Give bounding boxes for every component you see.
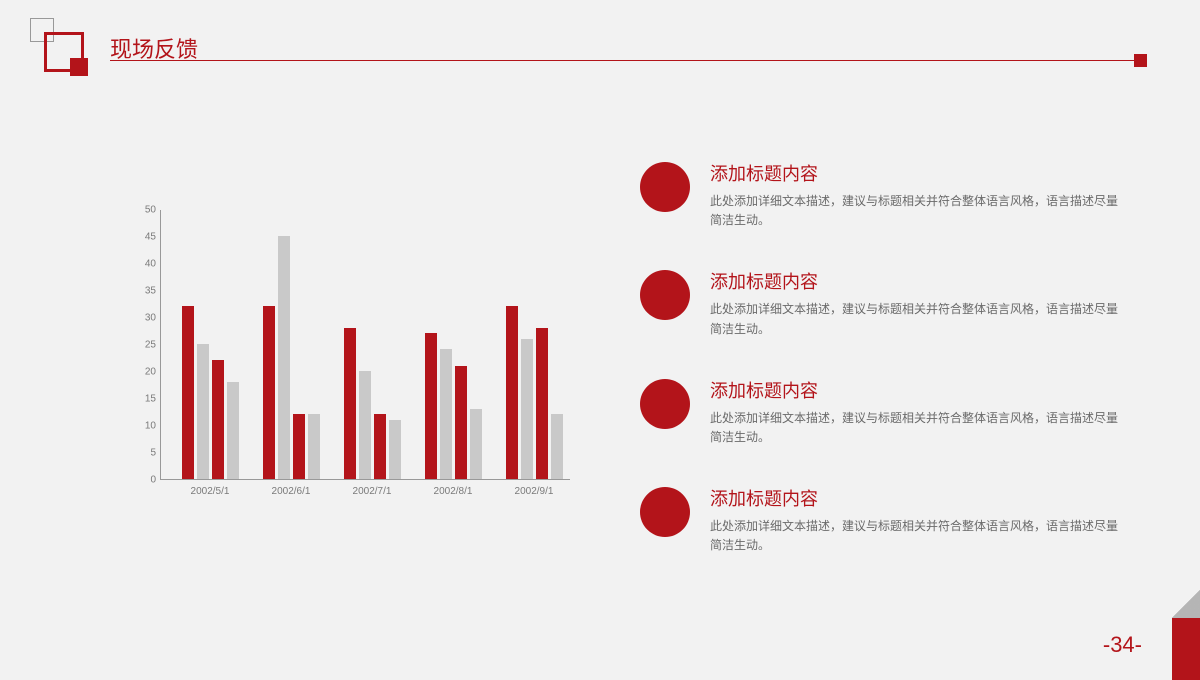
bullet-title: 添加标题内容 [710, 485, 1120, 511]
chart-y-tick: 45 [130, 232, 156, 243]
bullet-item: 添加标题内容此处添加详细文本描述，建议与标题相关并符合整体语言风格，语言描述尽量… [640, 377, 1120, 447]
bullet-dot-icon [640, 487, 690, 537]
chart-bar [308, 414, 320, 479]
chart-plot-area: 2002/5/12002/6/12002/7/12002/8/12002/9/1 [160, 210, 570, 480]
page-number: -34- [1103, 632, 1142, 658]
chart-bar [389, 420, 401, 479]
chart-bar [551, 414, 563, 479]
chart-bar [536, 328, 548, 479]
bullet-title: 添加标题内容 [710, 160, 1120, 186]
chart-x-tick: 2002/6/1 [272, 486, 311, 497]
header-ornament [30, 18, 80, 68]
bullet-body: 此处添加详细文本描述，建议与标题相关并符合整体语言风格，语言描述尽量简洁生动。 [710, 517, 1120, 555]
chart-y-tick: 15 [130, 394, 156, 405]
chart-x-tick: 2002/8/1 [434, 486, 473, 497]
header-divider [110, 60, 1140, 61]
chart-bar [227, 382, 239, 479]
bullet-item: 添加标题内容此处添加详细文本描述，建议与标题相关并符合整体语言风格，语言描述尽量… [640, 160, 1120, 230]
corner-shadow [1172, 590, 1200, 618]
chart-bar [521, 339, 533, 479]
bullet-dot-icon [640, 162, 690, 212]
chart-y-tick: 5 [130, 448, 156, 459]
chart-bar [374, 414, 386, 479]
chart-bar [440, 349, 452, 479]
bullet-body: 此处添加详细文本描述，建议与标题相关并符合整体语言风格，语言描述尽量简洁生动。 [710, 300, 1120, 338]
ornament-red-fill [70, 58, 88, 76]
bullet-texts: 添加标题内容此处添加详细文本描述，建议与标题相关并符合整体语言风格，语言描述尽量… [710, 377, 1120, 447]
chart-y-tick: 0 [130, 475, 156, 486]
chart-y-tick: 35 [130, 286, 156, 297]
chart-bar [470, 409, 482, 479]
bullet-body: 此处添加详细文本描述，建议与标题相关并符合整体语言风格，语言描述尽量简洁生动。 [710, 409, 1120, 447]
bullet-dot-icon [640, 270, 690, 320]
chart-y-tick: 25 [130, 340, 156, 351]
bullet-title: 添加标题内容 [710, 377, 1120, 403]
chart-y-tick: 50 [130, 205, 156, 216]
chart-bar [344, 328, 356, 479]
header-end-marker [1134, 54, 1147, 67]
bullet-texts: 添加标题内容此处添加详细文本描述，建议与标题相关并符合整体语言风格，语言描述尽量… [710, 160, 1120, 230]
bullet-item: 添加标题内容此处添加详细文本描述，建议与标题相关并符合整体语言风格，语言描述尽量… [640, 485, 1120, 555]
chart-bar [506, 306, 518, 479]
bullet-texts: 添加标题内容此处添加详细文本描述，建议与标题相关并符合整体语言风格，语言描述尽量… [710, 268, 1120, 338]
bullet-body: 此处添加详细文本描述，建议与标题相关并符合整体语言风格，语言描述尽量简洁生动。 [710, 192, 1120, 230]
chart-bar [359, 371, 371, 479]
chart-x-tick: 2002/7/1 [353, 486, 392, 497]
chart-y-tick: 30 [130, 313, 156, 324]
chart-bar [278, 236, 290, 479]
chart-bar [293, 414, 305, 479]
bar-chart: 2002/5/12002/6/12002/7/12002/8/12002/9/1… [130, 210, 570, 510]
bullet-list: 添加标题内容此处添加详细文本描述，建议与标题相关并符合整体语言风格，语言描述尽量… [640, 160, 1120, 594]
bullet-dot-icon [640, 379, 690, 429]
chart-y-tick: 20 [130, 367, 156, 378]
bullet-title: 添加标题内容 [710, 268, 1120, 294]
chart-y-tick: 10 [130, 421, 156, 432]
chart-y-tick: 40 [130, 259, 156, 270]
chart-x-tick: 2002/5/1 [191, 486, 230, 497]
chart-bar [212, 360, 224, 479]
chart-bar [425, 333, 437, 479]
bullet-texts: 添加标题内容此处添加详细文本描述，建议与标题相关并符合整体语言风格，语言描述尽量… [710, 485, 1120, 555]
corner-accent [1172, 618, 1200, 680]
chart-bar [182, 306, 194, 479]
chart-bar [197, 344, 209, 479]
chart-bar [455, 366, 467, 479]
chart-x-tick: 2002/9/1 [515, 486, 554, 497]
chart-bar [263, 306, 275, 479]
bullet-item: 添加标题内容此处添加详细文本描述，建议与标题相关并符合整体语言风格，语言描述尽量… [640, 268, 1120, 338]
